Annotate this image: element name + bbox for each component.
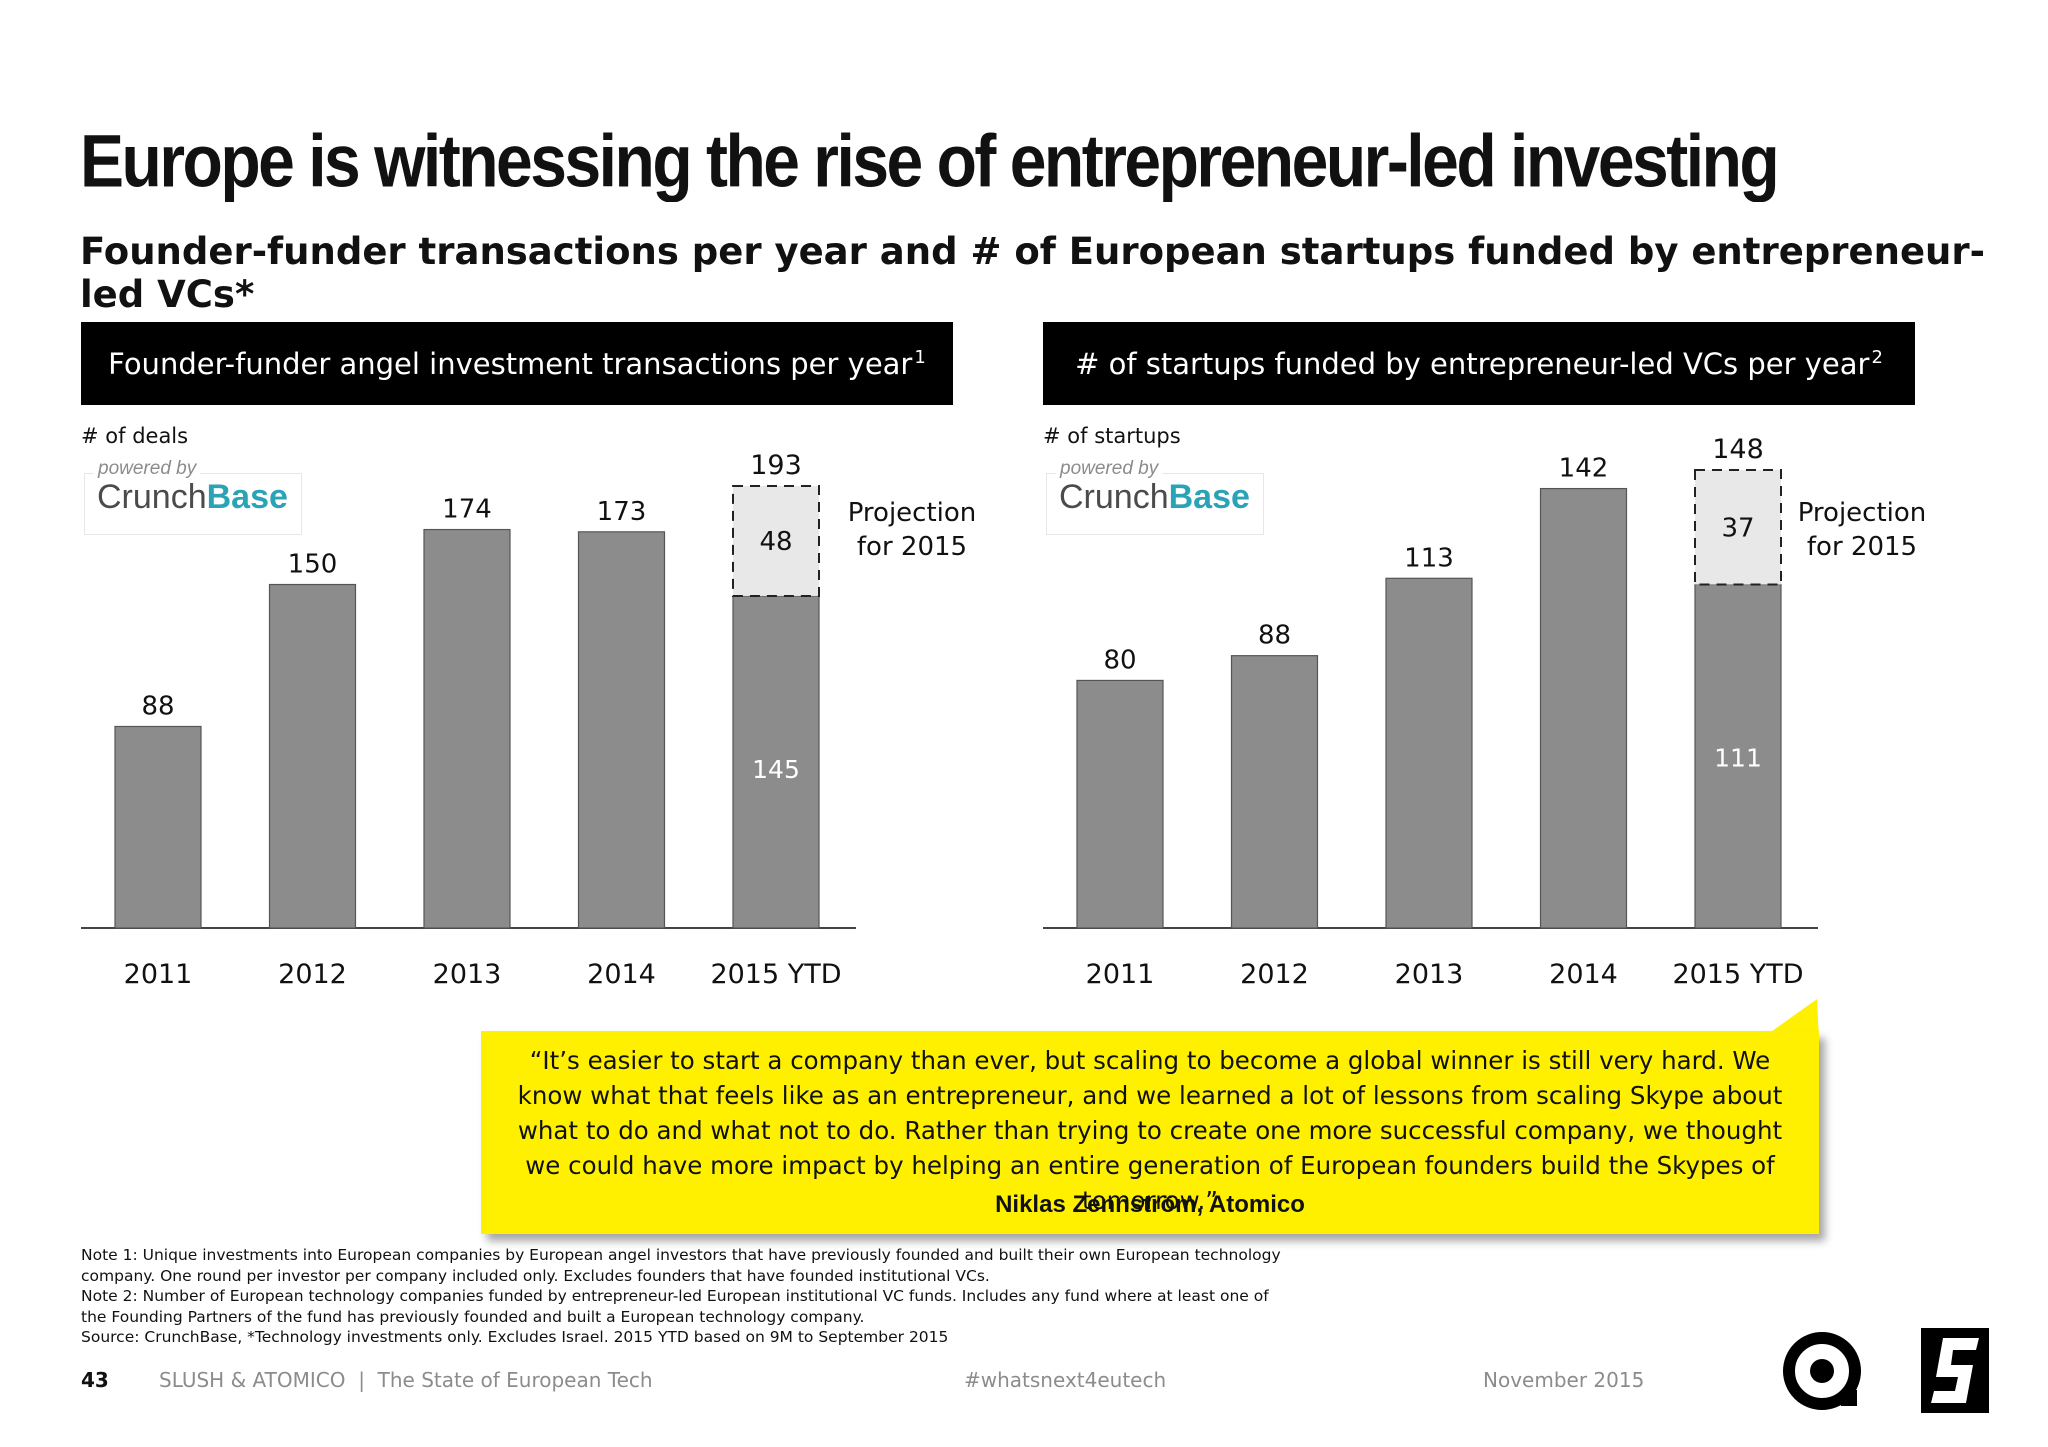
right-chart-title-note: 2 — [1871, 347, 1883, 368]
right-projection-line1: Projection — [1797, 498, 1927, 528]
quote-text: “It’s easier to start a company than eve… — [517, 1046, 1783, 1215]
bar-2014 — [577, 531, 666, 929]
x-tick-label: 2011 — [1086, 959, 1155, 990]
slush-logo-icon — [1921, 1328, 1989, 1413]
atomico-logo-icon — [1783, 1332, 1861, 1410]
bar-2012 — [268, 583, 357, 929]
bar-2013 — [1385, 577, 1473, 929]
footer-hashtag: #whatsnext4eutech — [964, 1368, 1167, 1392]
footer-date: November 2015 — [1483, 1368, 1645, 1392]
bar-2013 — [423, 528, 511, 929]
projection-bar-2015-ytd — [1694, 469, 1782, 586]
left-projection-line2: for 2015 — [856, 532, 968, 562]
quote-author: Niklas Zennström, Atomico — [995, 1191, 1305, 1218]
right-chart-title: # of startups funded by entrepreneur-led… — [1043, 322, 1915, 405]
left-chart-title-text: Founder-funder angel investment transact… — [108, 346, 913, 381]
bar-value-label: 80 — [1103, 645, 1136, 675]
right-projection-line2: for 2015 — [1806, 532, 1918, 562]
left-logo-name-part2: Base — [206, 478, 288, 516]
page-number: 43 — [81, 1368, 109, 1392]
right-logo-name: CrunchBase — [1059, 478, 1250, 517]
left-logo-powered-by: powered by — [94, 458, 201, 480]
bar-value-label: 145 — [752, 755, 800, 784]
x-tick-label: 2013 — [1395, 959, 1464, 990]
quote-callout-tail — [1761, 999, 1819, 1039]
bar-2011 — [1076, 679, 1164, 929]
left-chart-title: Founder-funder angel investment transact… — [81, 322, 953, 405]
left-logo-name: CrunchBase — [97, 478, 288, 517]
bar-2012 — [1230, 655, 1319, 929]
page-title: Europe is witnessing the rise of entrepr… — [80, 119, 1780, 202]
total-value-label: 148 — [1712, 434, 1764, 465]
x-tick-label: 2014 — [587, 959, 656, 990]
projection-bar-2015-ytd — [732, 485, 820, 597]
projection-value-label: 37 — [1721, 513, 1754, 543]
total-value-label: 193 — [750, 450, 802, 481]
x-tick-label: 2012 — [1240, 959, 1309, 990]
bar-2015-ytd — [1694, 583, 1782, 929]
x-tick-label: 2012 — [278, 959, 347, 990]
footnote-2: Note 2: Number of European technology co… — [81, 1287, 1269, 1326]
bar-value-label: 150 — [288, 550, 338, 580]
right-logo-name-part1: Crunch — [1059, 478, 1169, 516]
source-note: Source: CrunchBase, *Technology investme… — [81, 1328, 949, 1346]
x-tick-label: 2015 YTD — [1672, 959, 1803, 990]
quote-box — [481, 1031, 1819, 1234]
left-logo-name-part1: Crunch — [97, 478, 207, 516]
right-chart-title-text: # of startups funded by entrepreneur-led… — [1075, 346, 1870, 381]
bar-value-label: 88 — [141, 691, 174, 721]
right-projection-label: Projection for 2015 — [1777, 496, 1947, 564]
bar-2011 — [114, 725, 202, 929]
bar-value-label: 88 — [1258, 621, 1291, 651]
bar-value-label: 173 — [597, 497, 647, 527]
bar-2015-ytd — [732, 595, 820, 929]
left-chart-ylabel: # of deals — [81, 424, 189, 448]
left-crunchbase-logo — [84, 473, 302, 535]
right-logo-name-part2: Base — [1168, 478, 1250, 516]
bar-value-label: 113 — [1404, 543, 1454, 573]
right-bar-chart: 80 2011 88 2012 113 2013 142 2014 37 148 111 2015 Y… — [1043, 434, 1818, 990]
footer-brand: SLUSH & ATOMICO | The State of European … — [159, 1368, 653, 1392]
left-projection-line1: Projection — [847, 498, 977, 528]
bar-value-label: 174 — [442, 495, 492, 525]
right-chart-ylabel: # of startups — [1043, 424, 1181, 448]
x-tick-label: 2014 — [1549, 959, 1618, 990]
left-bar-chart: 88 2011 150 2012 174 2013 173 2014 48 193 145 2015 … — [81, 450, 856, 990]
page-subtitle: Founder-funder transactions per year and… — [80, 230, 1985, 316]
x-tick-label: 2011 — [124, 959, 193, 990]
right-logo-powered-by: powered by — [1056, 458, 1163, 480]
projection-value-label: 48 — [759, 527, 792, 557]
left-chart-title-note: 1 — [914, 347, 926, 368]
x-tick-label: 2015 YTD — [710, 959, 841, 990]
footnote-1: Note 1: Unique investments into European… — [81, 1246, 1281, 1285]
x-tick-label: 2013 — [433, 959, 502, 990]
quote-callout: “It’s easier to start a company than eve… — [481, 999, 1819, 1234]
bar-2014 — [1539, 487, 1628, 929]
bar-value-label: 142 — [1559, 454, 1609, 484]
left-projection-label: Projection for 2015 — [827, 496, 997, 564]
bar-value-label: 111 — [1714, 744, 1762, 773]
footnotes: Note 1: Unique investments into European… — [81, 1245, 1281, 1348]
